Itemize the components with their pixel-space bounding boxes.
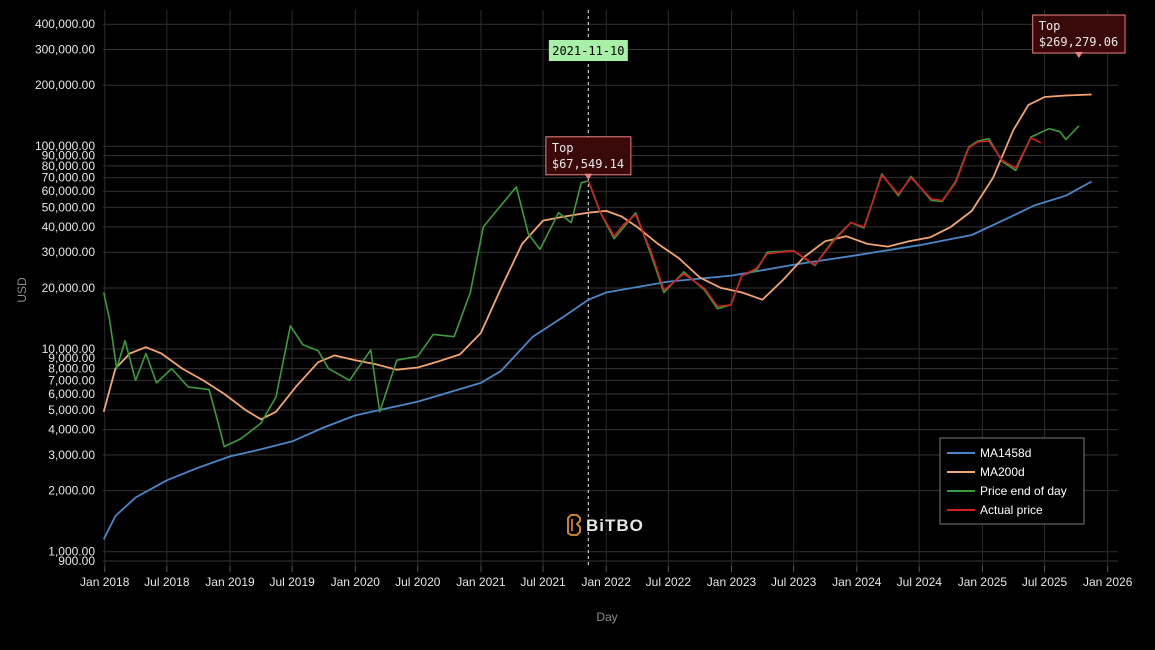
legend-label-ma1458d: MA1458d [980, 446, 1031, 460]
y-tick-label: 3,000.00 [48, 448, 95, 462]
x-tick-label: Jan 2023 [707, 575, 757, 589]
x-tick-label: Jul 2021 [520, 575, 566, 589]
y-tick-label: 40,000.00 [42, 220, 96, 234]
y-tick-label: 6,000.00 [48, 387, 95, 401]
y-tick-label: 5,000.00 [48, 403, 95, 417]
series-layer [102, 93, 1093, 540]
annotation-value: $67,549.14 [552, 157, 624, 171]
y-tick-label: 300,000.00 [35, 43, 95, 57]
y-tick-label: 1,000.00 [48, 545, 95, 559]
legend-label-ma200d: MA200d [980, 465, 1025, 479]
annotation-label: Top [1039, 19, 1061, 33]
y-tick-label: 2,000.00 [48, 484, 95, 498]
x-axis-ticks: Jan 2018 Jul 2018 Jan 2019 Jul 2019 Jan 2020… [80, 566, 1133, 589]
y-tick-label: 7,000.00 [48, 373, 95, 387]
legend-label-price-end-of-day: Price end of day [980, 484, 1067, 498]
y-tick-label: 30,000.00 [42, 245, 96, 259]
x-tick-label: Jan 2021 [456, 575, 506, 589]
crosshair-date-text: 2021-11-10 [552, 44, 624, 58]
y-tick-label: 200,000.00 [35, 78, 95, 92]
y-axis-title: USD [15, 277, 29, 303]
x-tick-label: Jan 2018 [80, 575, 130, 589]
y-tick-label: 50,000.00 [42, 200, 96, 214]
y-tick-label: 90,000.00 [42, 149, 96, 163]
x-tick-label: Jul 2018 [144, 575, 190, 589]
y-tick-label: 900.00 [58, 554, 95, 568]
y-tick-label: 400,000.00 [35, 17, 95, 31]
x-tick-label: Jul 2024 [897, 575, 943, 589]
x-tick-label: Jan 2024 [832, 575, 882, 589]
x-tick-label: Jan 2020 [331, 575, 381, 589]
x-tick-label: Jul 2019 [269, 575, 315, 589]
x-tick-label: Jan 2019 [205, 575, 255, 589]
annotations: Top $67,549.14 Top $269,279.06 [545, 14, 1126, 180]
y-tick-label: 4,000.00 [48, 423, 95, 437]
y-tick-label: 9,000.00 [48, 351, 95, 365]
x-tick-label: Jan 2026 [1083, 575, 1133, 589]
y-tick-label: 10,000.00 [42, 342, 96, 356]
legend-label-actual-price: Actual price [980, 503, 1043, 517]
x-tick-label: Jul 2025 [1022, 575, 1068, 589]
bitbo-logo-icon [567, 514, 581, 536]
annotation-box [545, 136, 632, 176]
y-tick-label: 70,000.00 [42, 171, 96, 185]
x-tick-label: Jan 2022 [582, 575, 632, 589]
bitbo-watermark: BiTBO [567, 514, 644, 536]
x-axis-title: Day [596, 610, 617, 624]
x-tick-label: Jul 2022 [646, 575, 692, 589]
y-tick-label: 80,000.00 [42, 159, 96, 173]
x-tick-label: Jul 2023 [771, 575, 817, 589]
x-tick-label: Jan 2025 [958, 575, 1008, 589]
series-line-price-end-of-day [102, 125, 1080, 448]
x-tick-label: Jul 2020 [395, 575, 441, 589]
y-axis-ticks: 900.001,000.00 2,000.00 3,000.00 4,000.00 5,… [35, 17, 95, 568]
y-tick-label: 8,000.00 [48, 362, 95, 376]
annotation-label: Top [552, 141, 574, 155]
legend: MA1458d MA200d Price end of day Actual pric… [939, 437, 1085, 525]
annotation-arrow [1074, 52, 1083, 59]
watermark-text: BiTBO [586, 516, 644, 535]
series-line-actual-price [587, 137, 1042, 308]
y-tick-label: 100,000.00 [35, 139, 95, 153]
series-line-ma200d [102, 93, 1092, 421]
y-tick-label: 20,000.00 [42, 281, 96, 295]
y-tick-label: 60,000.00 [42, 184, 96, 198]
crosshair-date-label: 2021-11-10 [548, 40, 628, 61]
series-line-ma1458d [102, 180, 1093, 540]
annotation-value: $269,279.06 [1039, 35, 1118, 49]
annotation-arrow [584, 173, 593, 180]
